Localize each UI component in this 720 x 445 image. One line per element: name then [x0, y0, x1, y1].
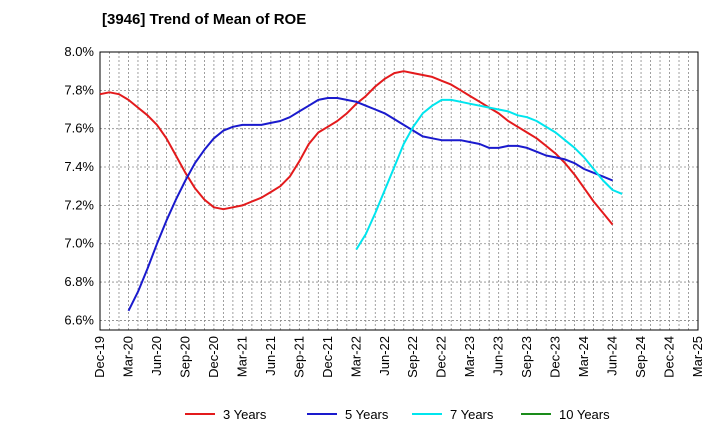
legend-label-3-years: 3 Years — [223, 407, 267, 422]
plot-area — [99, 51, 699, 331]
series-lines — [99, 70, 623, 312]
x-tick-label: Jun-20 — [149, 336, 164, 376]
y-tick-label: 6.8% — [64, 274, 94, 289]
series-line-3-years — [99, 70, 614, 226]
y-tick-label: 7.0% — [64, 236, 94, 251]
series-line-7-years — [355, 98, 623, 251]
x-tick-label: Dec-24 — [662, 336, 677, 378]
x-tick-label: Dec-20 — [206, 336, 221, 378]
chart-title: [3946] Trend of Mean of ROE — [102, 11, 306, 28]
y-tick-label: 7.2% — [64, 197, 94, 212]
legend: 3 Years 5 Years 7 Years 10 Years — [185, 407, 610, 422]
y-tick-label: 7.6% — [64, 121, 94, 136]
x-tick-label: Dec-19 — [92, 336, 107, 378]
y-tick-label: 7.8% — [64, 82, 94, 97]
x-tick-label: Mar-25 — [690, 336, 705, 377]
x-tick-label: Jun-23 — [491, 336, 506, 376]
x-tick-label: Jun-21 — [263, 336, 278, 376]
x-tick-label: Mar-23 — [462, 336, 477, 377]
legend-label-10-years: 10 Years — [559, 407, 610, 422]
legend-label-5-years: 5 Years — [345, 407, 389, 422]
x-tick-label: Mar-22 — [348, 336, 363, 377]
x-tick-label: Sep-23 — [519, 336, 534, 378]
x-tick-label: Mar-20 — [120, 336, 135, 377]
grid — [100, 51, 698, 330]
x-tick-label: Sep-24 — [633, 336, 648, 378]
x-tick-label: Dec-22 — [434, 336, 449, 378]
x-tick-label: Dec-23 — [548, 336, 563, 378]
x-tick-label: Mar-24 — [576, 336, 591, 377]
x-tick-label: Sep-22 — [405, 336, 420, 378]
x-tick-label: Jun-22 — [377, 336, 392, 376]
x-tick-label: Mar-21 — [234, 336, 249, 377]
y-tick-label: 8.0% — [64, 44, 94, 59]
series-line-5-years — [127, 97, 613, 312]
x-tick-label: Sep-21 — [291, 336, 306, 378]
y-tick-label: 7.4% — [64, 159, 94, 174]
x-tick-label: Dec-21 — [320, 336, 335, 378]
axis-ticks: 6.6% 6.8% 7.0% 7.2% 7.4% 7.6% 7.8% 8.0% Dec-19 Ma… — [64, 44, 705, 378]
x-tick-label: Jun-24 — [605, 336, 620, 376]
y-tick-label: 6.6% — [64, 312, 94, 327]
legend-label-7-years: 7 Years — [450, 407, 494, 422]
x-tick-label: Sep-20 — [177, 336, 192, 378]
